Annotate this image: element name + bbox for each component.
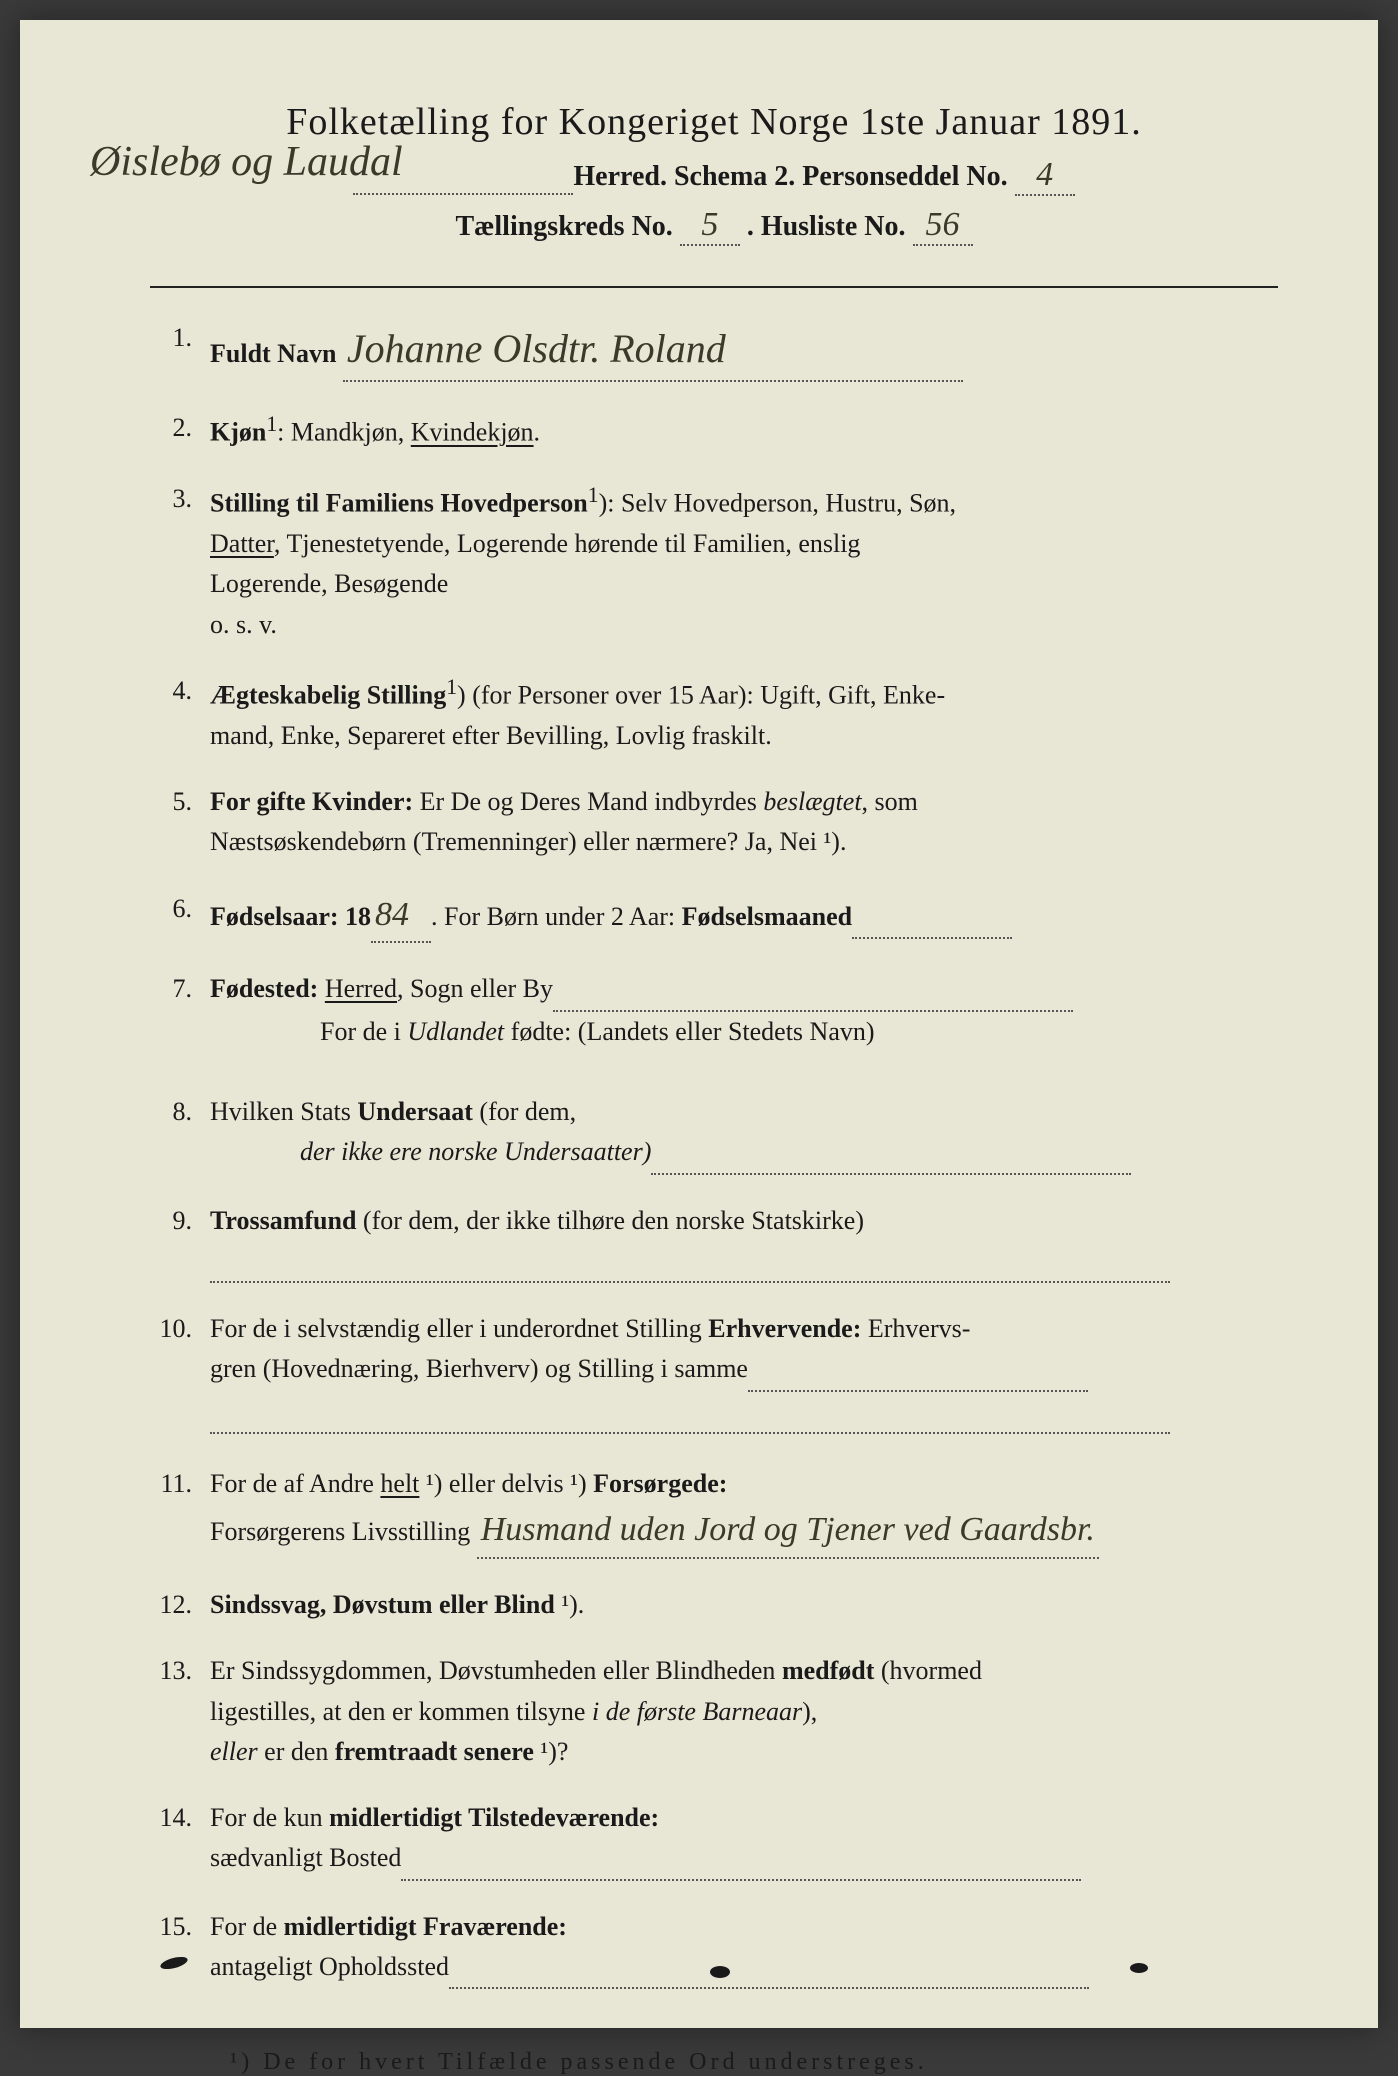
birth-year-hw: 84 [371,889,431,944]
item-8: 8. Hvilken Stats Undersaat (for dem, der… [150,1092,1278,1175]
subtitle-line-2: Tællingskreds No. 5 . Husliste No. 56 [150,206,1278,246]
item-7: 7. Fødested: Herred, Sogn eller By For d… [150,969,1278,1052]
husliste-no: 56 [913,206,973,246]
birthplace-selected: Herred [325,974,397,1003]
sex-selected: Kvindekjøn [411,418,534,447]
item-11: 11. For de af Andre helt ¹) eller delvis… [150,1464,1278,1559]
item-10: 10. For de i selvstændig eller i underor… [150,1309,1278,1434]
personseddel-no: 4 [1015,156,1075,196]
item-13: 13. Er Sindssygdommen, Døvstumheden elle… [150,1651,1278,1772]
herred-handwritten: Øislebø og Laudal [90,138,403,186]
item-12: 12. Sindssvag, Døvstum eller Blind ¹). [150,1585,1278,1625]
item-2: 2. Kjøn1: Mandkjøn, Kvindekjøn. [150,408,1278,453]
census-form-page: Folketælling for Kongeriget Norge 1ste J… [20,20,1378,2028]
kreds-no: 5 [680,206,740,246]
item-3: 3. Stilling til Familiens Hovedperson1):… [150,479,1278,645]
provider-occupation-hw: Husmand uden Jord og Tjener ved Gaardsbr… [477,1504,1099,1559]
item-4: 4. Ægteskabelig Stilling1) (for Personer… [150,671,1278,756]
item-1: 1. Fuldt Navn Johanne Olsdtr. Roland [150,318,1278,382]
divider [150,286,1278,288]
form-items: 1. Fuldt Navn Johanne Olsdtr. Roland 2. … [150,318,1278,1989]
footnote: ¹) De for hvert Tilfælde passende Ord un… [150,2049,1278,2076]
item-6: 6. Fødselsaar: 1884. For Børn under 2 Aa… [150,889,1278,944]
item-5: 5. For gifte Kvinder: Er De og Deres Man… [150,782,1278,863]
ink-spot-icon [710,1966,730,1978]
full-name-hw: Johanne Olsdtr. Roland [343,318,963,382]
item-9: 9. Trossamfund (for dem, der ikke tilhør… [150,1201,1278,1284]
relation-selected: Datter [210,529,274,558]
item-14: 14. For de kun midlertidigt Tilstedevære… [150,1798,1278,1881]
ink-spot-icon [1130,1963,1148,1973]
